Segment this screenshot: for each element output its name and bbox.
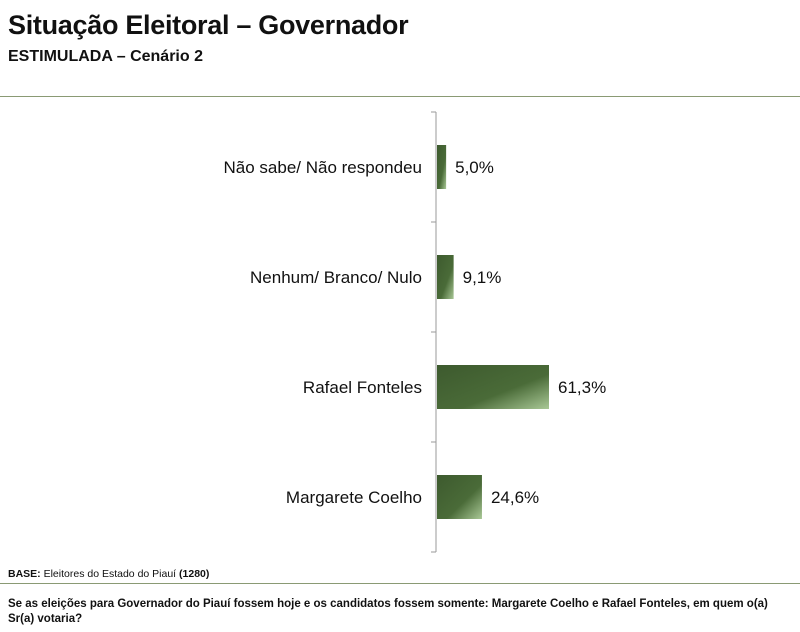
category-label: Não sabe/ Não respondeu: [224, 158, 422, 177]
page-subtitle: ESTIMULADA – Cenário 2: [8, 48, 203, 65]
top-divider: [0, 96, 800, 97]
base-count: (1280): [179, 568, 210, 580]
value-label: 9,1%: [463, 268, 502, 287]
base-text: Eleitores do Estado do Piauí: [43, 568, 177, 580]
bar: [437, 255, 454, 299]
bar: [437, 365, 549, 409]
category-label: Rafael Fonteles: [303, 378, 422, 397]
category-label: Nenhum/ Branco/ Nulo: [250, 268, 422, 287]
value-label: 24,6%: [491, 488, 539, 507]
bar: [437, 475, 482, 519]
bottom-divider: [0, 583, 800, 584]
bar: [437, 145, 447, 189]
survey-question: Se as eleições para Governador do Piauí …: [8, 598, 768, 625]
value-label: 5,0%: [455, 158, 494, 177]
page-title: Situação Eleitoral – Governador: [8, 10, 409, 40]
bar-chart: Não sabe/ Não respondeu 5,0% Nenhum/ Branc…: [224, 111, 606, 553]
base-label: BASE:: [8, 568, 41, 580]
category-label: Margarete Coelho: [286, 488, 422, 507]
base-note: BASE: Eleitores do Estado do Piauí (1280…: [8, 568, 209, 580]
value-label: 61,3%: [558, 378, 606, 397]
